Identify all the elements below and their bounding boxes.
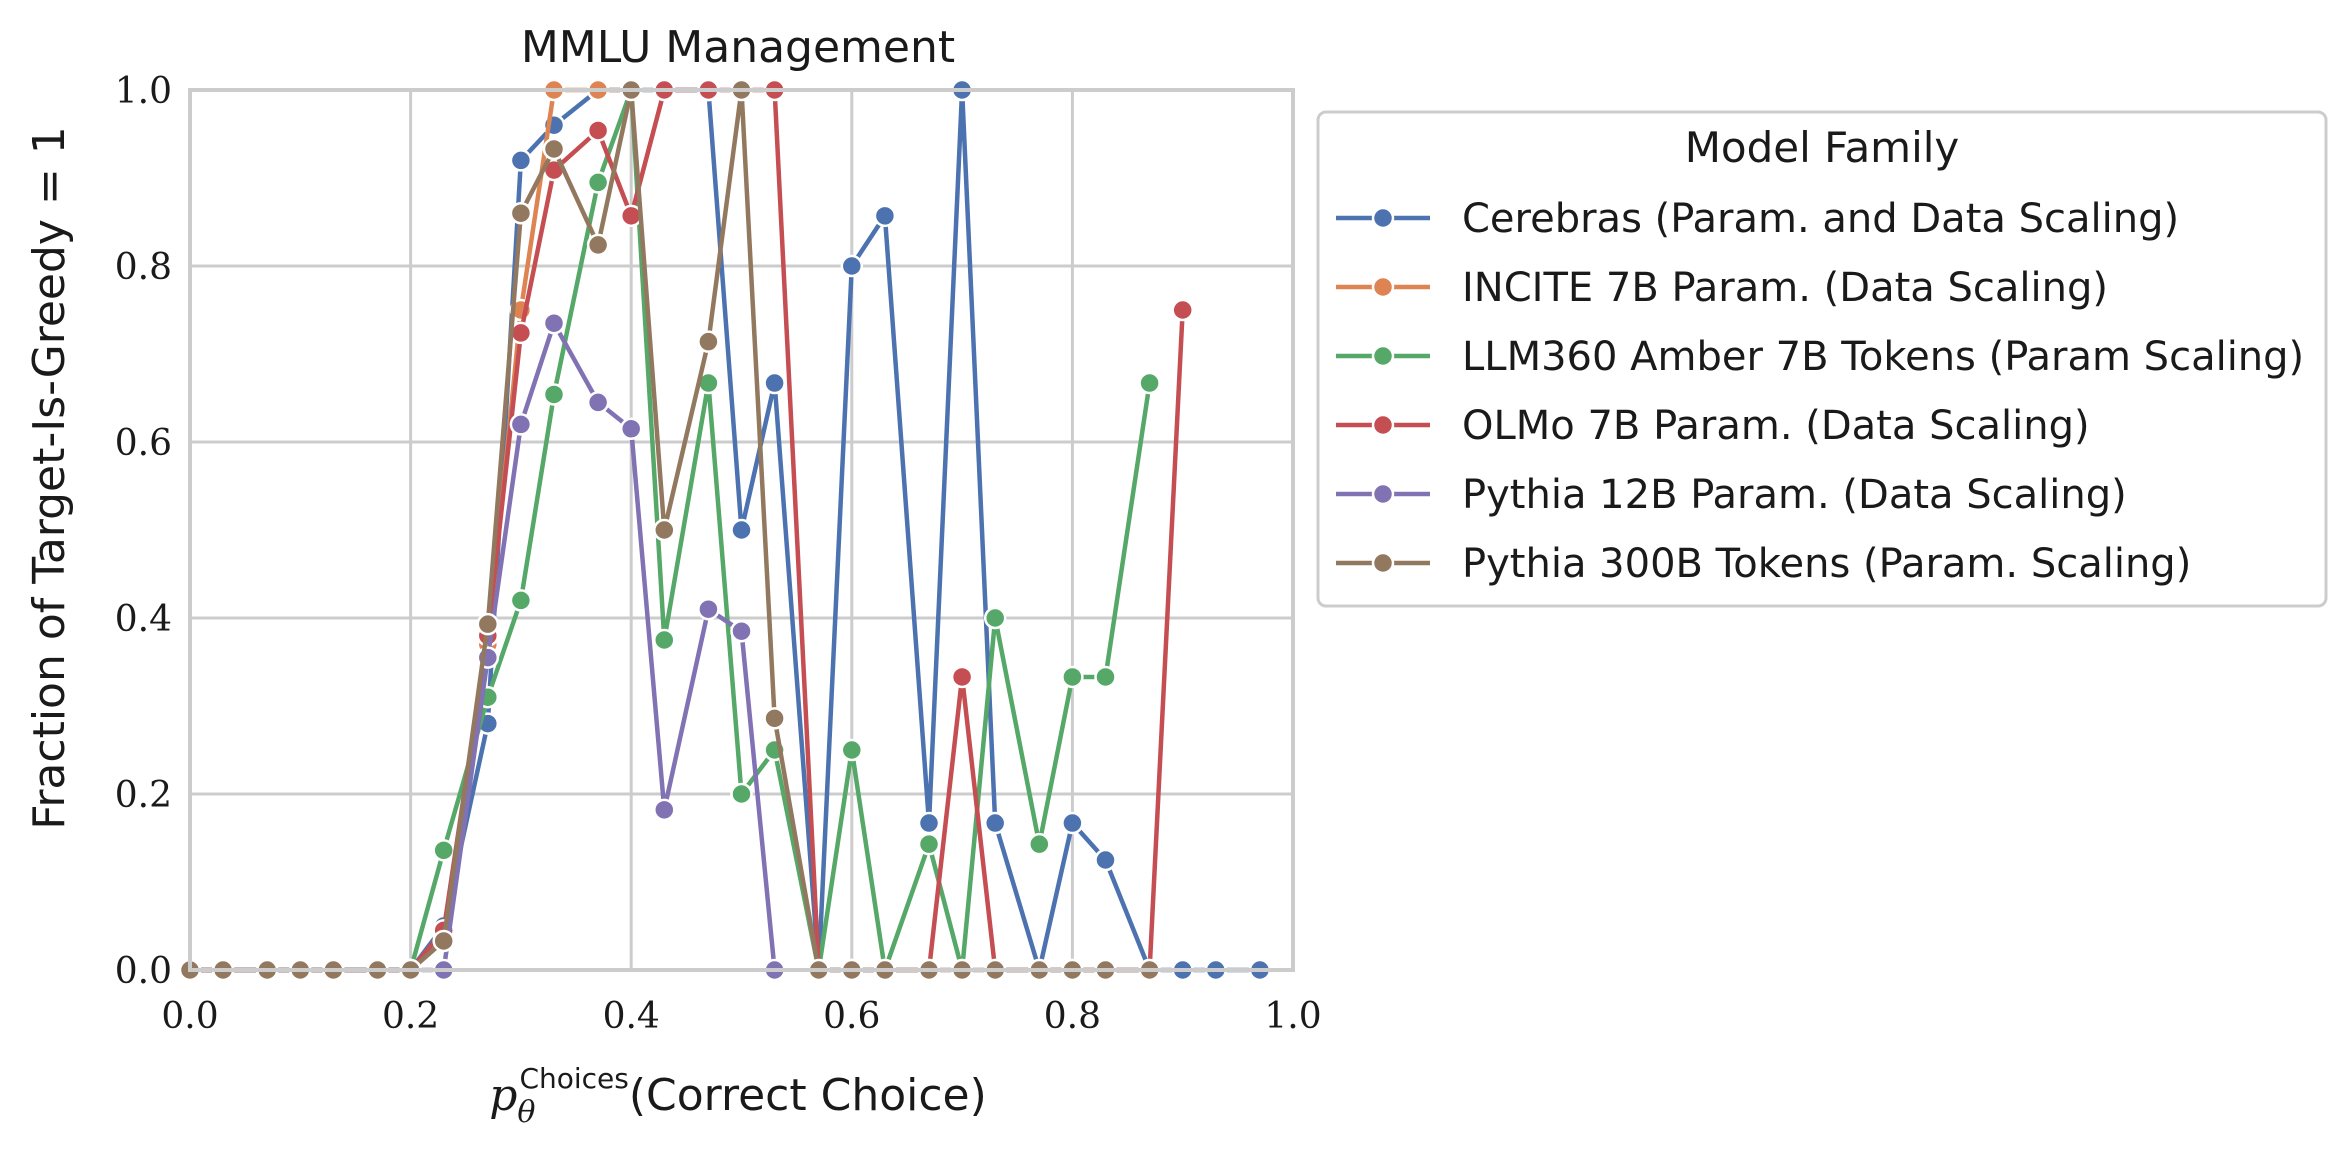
legend-item: OLMo 7B Param. (Data Scaling) [1336,403,2090,449]
x-axis-title-superscript: Choices [519,1062,628,1095]
x-axis-title: pθChoices(Correct Choice) [489,1062,987,1130]
legend-item: Pythia 300B Tokens (Param. Scaling) [1336,541,2191,587]
data-point [542,137,566,161]
legend-items: Cerebras (Param. and Data Scaling) INCITE… [1336,196,2304,587]
legend-item: Cerebras (Param. and Data Scaling) [1336,196,2179,242]
data-point [509,413,533,436]
data-point [840,738,864,762]
x-tick-label: 0.0 [161,996,218,1037]
x-axis-title-rest: (Correct Choice) [629,1070,987,1121]
data-point [476,612,500,636]
y-tick-label: 0.0 [115,951,172,992]
data-point [763,707,786,730]
legend-label: INCITE 7B Param. (Data Scaling) [1462,265,2108,311]
data-point [1171,298,1194,322]
data-point [509,201,533,225]
data-point [950,665,974,689]
data-point [542,383,566,406]
data-point [917,832,941,856]
legend-label: Pythia 300B Tokens (Param. Scaling) [1462,541,2191,587]
data-point [917,811,941,835]
data-point [983,606,1007,630]
legend-marker-swatch [1371,344,1395,368]
data-point [619,417,643,441]
data-point [509,149,533,172]
x-tick-label: 0.6 [823,996,880,1037]
y-axis-title: Fraction of Target-Is-Greedy = 1 [24,126,75,830]
data-point [586,233,610,257]
data-point [983,811,1007,835]
data-point [586,119,610,142]
data-point [697,597,720,621]
legend-label: Cerebras (Param. and Data Scaling) [1462,196,2179,242]
grid-layer [188,88,1295,972]
data-point [730,619,753,643]
data-point [432,839,455,862]
x-tick-labels: 0.0 0.2 0.4 0.6 0.8 1.0 [161,996,1321,1037]
data-point [432,929,455,953]
data-point [653,518,676,542]
data-point [730,782,753,806]
y-tick-label: 1.0 [115,71,172,112]
legend-item: INCITE 7B Param. (Data Scaling) [1336,265,2108,311]
data-point [1094,665,1117,689]
legend-marker-swatch [1371,206,1395,230]
x-tick-label: 0.4 [603,996,660,1037]
x-axis-title-main: p [489,1070,517,1121]
x-tick-label: 1.0 [1264,996,1321,1037]
data-point [653,798,676,822]
legend-marker-swatch [1371,413,1395,437]
data-point [542,311,566,335]
legend-item: LLM360 Amber 7B Tokens (Param Scaling) [1336,334,2304,380]
data-point [730,518,753,542]
data-point [653,628,676,652]
legend-label: Pythia 12B Param. (Data Scaling) [1462,472,2127,518]
data-point [1061,811,1084,835]
legend-marker-swatch [1371,482,1395,506]
data-point [586,391,610,414]
x-tick-label: 0.2 [382,996,439,1037]
data-point [1028,832,1051,856]
data-point [586,171,610,194]
y-tick-label: 0.8 [115,247,172,288]
legend-box [1316,110,2328,608]
chart-title: MMLU Management [521,22,955,73]
legend-label: OLMo 7B Param. (Data Scaling) [1462,403,2090,449]
y-tick-label: 0.4 [115,599,172,640]
legend-marker-swatch [1371,551,1395,575]
legend-item: Pythia 12B Param. (Data Scaling) [1336,472,2127,518]
y-tick-labels: 0.0 0.2 0.4 0.6 0.8 1.0 [115,71,172,992]
data-point [1061,665,1084,689]
legend-label: LLM360 Amber 7B Tokens (Param Scaling) [1462,334,2304,380]
data-point [1094,848,1117,872]
data-point [1138,371,1161,395]
x-tick-label: 0.8 [1044,996,1101,1037]
data-point [509,589,533,612]
plot-frame [188,88,1295,972]
y-tick-label: 0.2 [115,775,172,816]
data-point [763,371,786,395]
data-point [873,204,897,228]
x-axis-title-subscript: θ [517,1095,535,1130]
data-point [840,254,864,278]
legend: Model Family Cerebras (Param. and Data S… [1316,110,2328,608]
legend-title: Model Family [1685,123,1960,172]
data-point [697,330,720,353]
y-tick-label: 0.6 [115,423,172,464]
legend-marker-swatch [1371,275,1395,299]
